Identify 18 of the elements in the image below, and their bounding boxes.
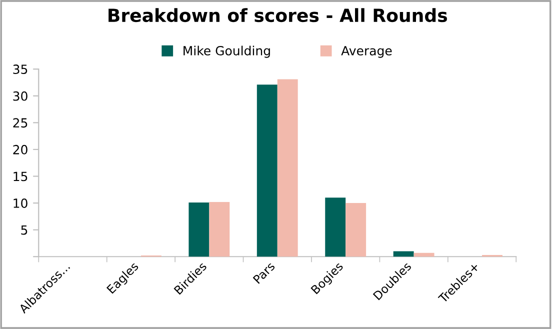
y-tick-label: 10 [14,198,28,208]
bar [414,252,434,257]
bar [393,251,414,257]
chart-title: Breakdown of scores - All Rounds [108,8,447,22]
y-tick-label: 35 [13,64,28,74]
y-tick-label: 5 [21,225,28,235]
bar [325,198,346,257]
y-tick-label: 30 [13,91,28,101]
bar [256,84,278,257]
bar [346,203,366,257]
legend-label: Average [341,46,392,58]
bar [188,202,210,257]
bar [209,202,230,257]
legend-label: Mike Goulding [184,46,270,58]
bar [277,79,298,257]
y-tick-label: 15 [14,172,28,182]
y-tick-label: 25 [13,118,28,128]
y-tick-label: 20 [13,144,28,154]
